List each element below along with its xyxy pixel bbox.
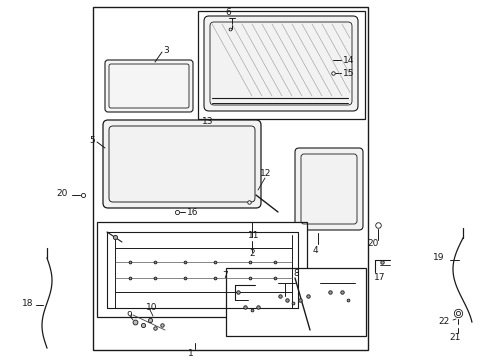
Text: 12: 12 xyxy=(260,168,271,177)
Text: 1: 1 xyxy=(188,348,193,357)
Text: 7: 7 xyxy=(222,271,227,280)
Text: 4: 4 xyxy=(312,246,318,255)
FancyBboxPatch shape xyxy=(103,120,261,208)
Text: 10: 10 xyxy=(146,302,157,311)
Text: 3: 3 xyxy=(163,45,168,54)
Text: 15: 15 xyxy=(342,68,354,77)
Text: 2: 2 xyxy=(248,249,254,258)
Text: 22: 22 xyxy=(437,316,448,325)
FancyBboxPatch shape xyxy=(294,148,362,230)
Bar xyxy=(97,222,306,317)
Bar xyxy=(198,11,364,119)
FancyBboxPatch shape xyxy=(203,16,357,111)
Text: 8: 8 xyxy=(292,270,298,279)
Bar xyxy=(225,268,365,336)
Text: 13: 13 xyxy=(202,117,213,126)
Text: 17: 17 xyxy=(373,274,385,283)
Text: 6: 6 xyxy=(224,8,230,17)
FancyBboxPatch shape xyxy=(105,60,193,112)
Text: 14: 14 xyxy=(342,55,354,64)
Text: 20: 20 xyxy=(366,239,378,248)
Text: 20: 20 xyxy=(56,189,67,198)
Text: 16: 16 xyxy=(186,207,198,216)
Text: 19: 19 xyxy=(432,253,444,262)
Text: 18: 18 xyxy=(22,298,34,307)
Text: 9: 9 xyxy=(126,311,131,320)
Bar xyxy=(93,7,367,350)
Text: 11: 11 xyxy=(247,230,259,239)
Text: 5: 5 xyxy=(89,135,95,144)
Text: 21: 21 xyxy=(448,333,459,342)
